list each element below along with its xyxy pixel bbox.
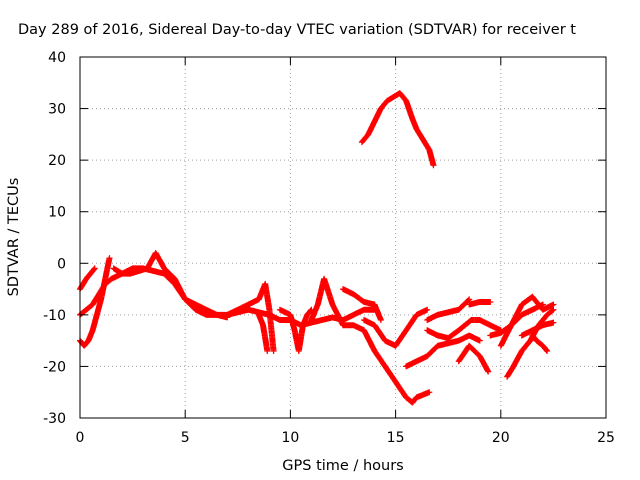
series-track-6: [255, 311, 271, 354]
series-markers: [358, 90, 437, 169]
series-markers: [424, 296, 473, 323]
y-tick-labels: -30 -20 -10 0 10 20 30 40: [43, 50, 66, 427]
series-markers: [224, 280, 277, 354]
x-axis-label: GPS time / hours: [282, 458, 403, 474]
x-tick-label: 15: [387, 430, 405, 446]
series-track-15: [466, 299, 494, 308]
series-track-22: [529, 332, 551, 354]
series-track-10: [340, 286, 384, 323]
data-series: [77, 90, 557, 406]
y-tick-label: -10: [43, 308, 66, 324]
series-track-17: [455, 342, 492, 375]
series-markers: [504, 306, 557, 380]
x-tick-label: 0: [76, 430, 85, 446]
y-axis-label: SDTVAR / TECUs: [6, 178, 22, 297]
series-markers: [276, 306, 315, 354]
series-markers: [409, 389, 433, 406]
y-tick-label: 20: [48, 153, 66, 169]
series-markers: [455, 342, 492, 375]
series-track-12: [358, 90, 437, 169]
series-track-16: [424, 317, 504, 342]
series-track-4: [110, 250, 231, 321]
series-track-14: [424, 296, 473, 323]
x-tick-label: 10: [281, 430, 299, 446]
series-track-19: [504, 306, 557, 380]
y-tick-label: 40: [48, 50, 66, 66]
axis-ticks: [79, 56, 607, 419]
y-tick-label: -20: [43, 359, 66, 375]
series-markers: [466, 299, 494, 308]
y-tick-label: 10: [48, 205, 66, 221]
series-markers: [497, 293, 557, 349]
series-markers: [403, 332, 483, 370]
series-track-20: [497, 293, 557, 349]
series-markers: [110, 250, 231, 321]
chart-title: Day 289 of 2016, Sidereal Day-to-day VTE…: [18, 22, 576, 38]
series-markers: [424, 317, 504, 342]
y-tick-label: 0: [57, 256, 66, 272]
plot-frame: [79, 56, 607, 419]
y-tick-label: 30: [48, 102, 66, 118]
series-track-21: [518, 319, 557, 339]
x-tick-label: 5: [181, 430, 190, 446]
x-tick-label: 25: [597, 430, 615, 446]
series-track-13: [403, 332, 483, 370]
series-track-7: [276, 306, 315, 354]
series-markers: [529, 332, 551, 354]
series-track-11: [361, 306, 431, 349]
x-tick-labels: 0 5 10 15 20 25: [76, 430, 615, 446]
series-markers: [255, 311, 271, 354]
series-markers: [518, 319, 557, 339]
grid-lines: [80, 57, 606, 418]
series-markers: [361, 306, 431, 349]
series-markers: [340, 286, 384, 323]
series-markers: [308, 275, 416, 406]
series-track-5: [224, 280, 277, 354]
y-tick-label: -30: [43, 411, 66, 427]
series-track-9: [409, 389, 433, 406]
x-tick-label: 20: [492, 430, 510, 446]
series-track-8: [308, 275, 416, 406]
